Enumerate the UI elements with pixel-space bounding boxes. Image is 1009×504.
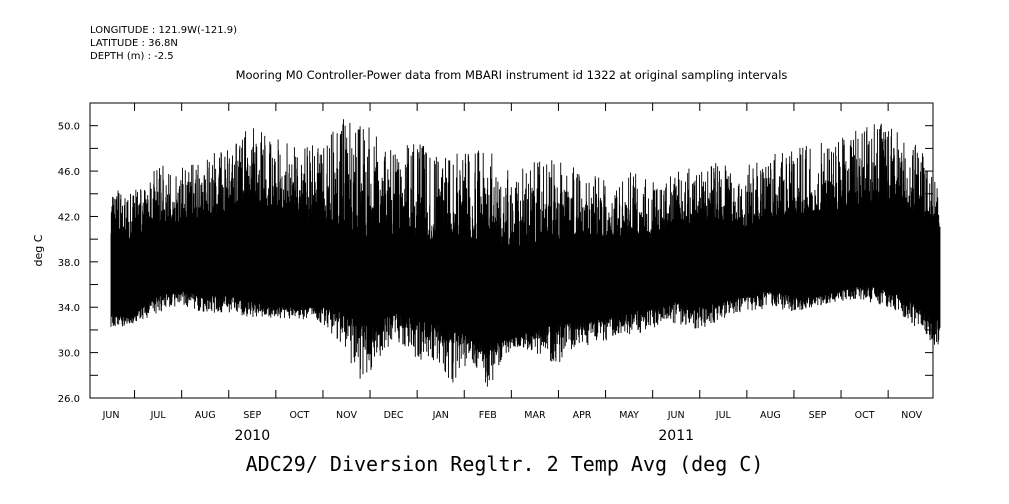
x-tick-label: FEB	[479, 410, 497, 421]
chart-title: ADC29/ Diversion Regltr. 2 Temp Avg (deg…	[245, 452, 764, 476]
x-tick-label: SEP	[809, 410, 827, 421]
plot-data-area	[110, 119, 941, 387]
x-tick-label: OCT	[289, 410, 309, 421]
y-tick-label: 50.0	[58, 122, 80, 133]
x-tick-label: MAY	[619, 410, 639, 421]
x-tick-label: MAR	[524, 410, 546, 421]
x-tick-label: SEP	[243, 410, 261, 421]
x-tick-label: JUN	[667, 410, 685, 421]
axis-ticks	[90, 102, 933, 399]
year-label: 2010	[234, 428, 270, 444]
x-axis-tick-labels: JUN JUL AUG SEP OCT NOV DEC JAN FEB MAR APR MAY JUN J…	[102, 410, 923, 421]
x-tick-label: OCT	[855, 410, 875, 421]
y-tick-label: 42.0	[58, 212, 80, 223]
year-label: 2011	[658, 428, 694, 444]
x-tick-label: NOV	[901, 410, 922, 421]
y-tick-label: 46.0	[58, 167, 80, 178]
y-tick-label: 26.0	[58, 394, 80, 405]
series-line	[110, 119, 941, 387]
x-tick-label: APR	[573, 410, 592, 421]
y-tick-label: 38.0	[58, 258, 80, 269]
y-axis-label: deg C	[32, 234, 45, 266]
longitude-label: LONGITUDE : 121.9W(-121.9)	[90, 25, 237, 36]
x-tick-label: AUG	[760, 410, 781, 421]
x-tick-label: DEC	[384, 410, 404, 421]
y-tick-label: 34.0	[58, 303, 80, 314]
x-tick-label: JUL	[715, 410, 732, 421]
x-tick-label: AUG	[195, 410, 216, 421]
x-tick-label: JUN	[102, 410, 120, 421]
x-tick-label: JUL	[150, 410, 167, 421]
depth-label: DEPTH (m) : -2.5	[90, 51, 174, 62]
x-tick-label: NOV	[336, 410, 357, 421]
x-tick-label: JAN	[432, 410, 449, 421]
y-tick-label: 30.0	[58, 349, 80, 360]
chart-subtitle: Mooring M0 Controller-Power data from MB…	[235, 68, 788, 82]
latitude-label: LATITUDE : 36.8N	[90, 38, 178, 49]
year-labels: 2010 2011	[234, 428, 694, 444]
y-axis-tick-labels: 26.0 30.0 34.0 38.0 42.0 46.0 50.0	[58, 122, 80, 405]
